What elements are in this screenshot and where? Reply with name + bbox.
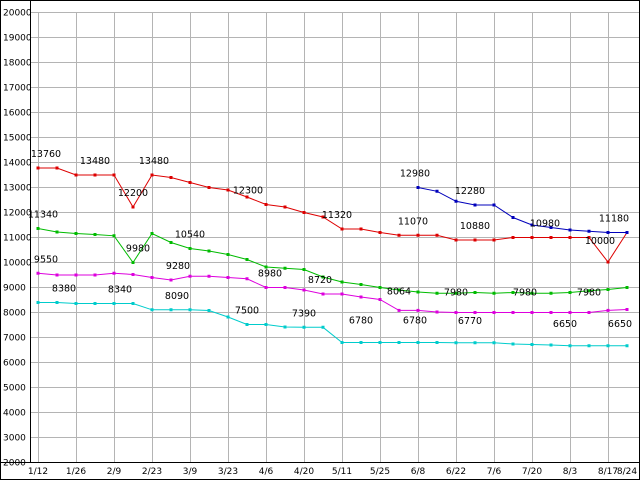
svg-text:7390: 7390 (292, 308, 316, 319)
svg-text:7/6: 7/6 (487, 467, 502, 477)
svg-text:9550: 9550 (34, 254, 58, 265)
svg-text:16000: 16000 (3, 109, 32, 119)
svg-text:7980: 7980 (444, 288, 468, 299)
svg-text:5/25: 5/25 (370, 467, 390, 477)
svg-text:12300: 12300 (233, 186, 263, 197)
svg-text:11000: 11000 (3, 234, 32, 244)
svg-text:10000: 10000 (585, 236, 615, 247)
svg-text:15000: 15000 (3, 134, 32, 144)
svg-text:7980: 7980 (513, 288, 537, 299)
svg-text:7500: 7500 (235, 306, 259, 317)
svg-text:8980: 8980 (258, 269, 282, 280)
svg-text:6/8: 6/8 (411, 467, 426, 477)
svg-text:17000: 17000 (3, 84, 32, 94)
svg-text:7/20: 7/20 (522, 467, 542, 477)
svg-text:8/17: 8/17 (598, 467, 618, 477)
svg-text:6650: 6650 (553, 319, 577, 330)
series-red-line (36, 166, 629, 264)
svg-text:4/20: 4/20 (294, 467, 314, 477)
svg-text:20000: 20000 (3, 9, 32, 19)
svg-text:10000: 10000 (3, 259, 32, 269)
svg-text:8/24: 8/24 (617, 467, 637, 477)
svg-text:8380: 8380 (52, 284, 76, 295)
svg-text:9980: 9980 (126, 244, 150, 255)
x-axis-labels: 1/12 1/26 2/9 2/23 3/9 3/23 4/6 4/20 5/11 5/25 6/8… (28, 467, 637, 477)
series-blue-line (416, 186, 629, 234)
svg-text:13000: 13000 (3, 184, 32, 194)
svg-text:11180: 11180 (599, 214, 629, 225)
svg-text:8064: 8064 (387, 286, 411, 297)
svg-text:10980: 10980 (530, 219, 560, 230)
svg-text:4000: 4000 (3, 409, 26, 419)
svg-text:1/26: 1/26 (66, 467, 86, 477)
svg-text:19000: 19000 (3, 34, 32, 44)
svg-text:14000: 14000 (3, 159, 32, 169)
svg-text:13480: 13480 (139, 156, 169, 167)
svg-text:11340: 11340 (28, 210, 58, 221)
svg-text:4/6: 4/6 (259, 467, 274, 477)
svg-text:9000: 9000 (3, 284, 26, 294)
svg-text:1/12: 1/12 (28, 467, 48, 477)
svg-text:11070: 11070 (398, 216, 428, 227)
svg-text:2000: 2000 (3, 459, 26, 469)
svg-text:6650: 6650 (608, 319, 632, 330)
svg-text:6000: 6000 (3, 359, 26, 369)
svg-text:6780: 6780 (403, 316, 427, 327)
svg-text:3/9: 3/9 (183, 467, 198, 477)
svg-text:2/9: 2/9 (107, 467, 122, 477)
series-cyan-line (36, 301, 629, 348)
svg-text:6780: 6780 (349, 316, 373, 327)
svg-text:10880: 10880 (460, 221, 490, 232)
svg-text:8/3: 8/3 (563, 467, 577, 477)
svg-text:5000: 5000 (3, 384, 26, 394)
svg-text:8340: 8340 (108, 285, 132, 296)
svg-text:8000: 8000 (3, 309, 26, 319)
svg-text:10540: 10540 (175, 230, 205, 241)
svg-text:3/23: 3/23 (218, 467, 238, 477)
svg-text:18000: 18000 (3, 59, 32, 69)
svg-text:3000: 3000 (3, 434, 26, 444)
svg-text:6/22: 6/22 (446, 467, 466, 477)
svg-text:12200: 12200 (118, 188, 148, 199)
series-magenta-line (36, 271, 629, 314)
svg-text:12280: 12280 (455, 186, 485, 197)
svg-text:7000: 7000 (3, 334, 26, 344)
svg-text:8720: 8720 (308, 275, 332, 286)
svg-text:13480: 13480 (80, 156, 110, 167)
svg-text:12980: 12980 (400, 169, 430, 180)
svg-text:5/11: 5/11 (332, 467, 352, 477)
svg-text:13760: 13760 (31, 149, 61, 160)
svg-text:9280: 9280 (166, 261, 190, 272)
svg-text:8090: 8090 (165, 291, 189, 302)
svg-text:11320: 11320 (322, 210, 352, 221)
svg-text:12000: 12000 (3, 209, 32, 219)
svg-text:6770: 6770 (458, 316, 482, 327)
svg-text:2/23: 2/23 (142, 467, 162, 477)
y-axis-labels: 20000 19000 18000 17000 16000 15000 14000 13000… (3, 9, 32, 469)
point-value-labels: 13760 13480 12200 13480 12300 11320 11070 10880… (28, 149, 632, 330)
svg-text:7980: 7980 (577, 288, 601, 299)
series-green-line (36, 227, 629, 295)
